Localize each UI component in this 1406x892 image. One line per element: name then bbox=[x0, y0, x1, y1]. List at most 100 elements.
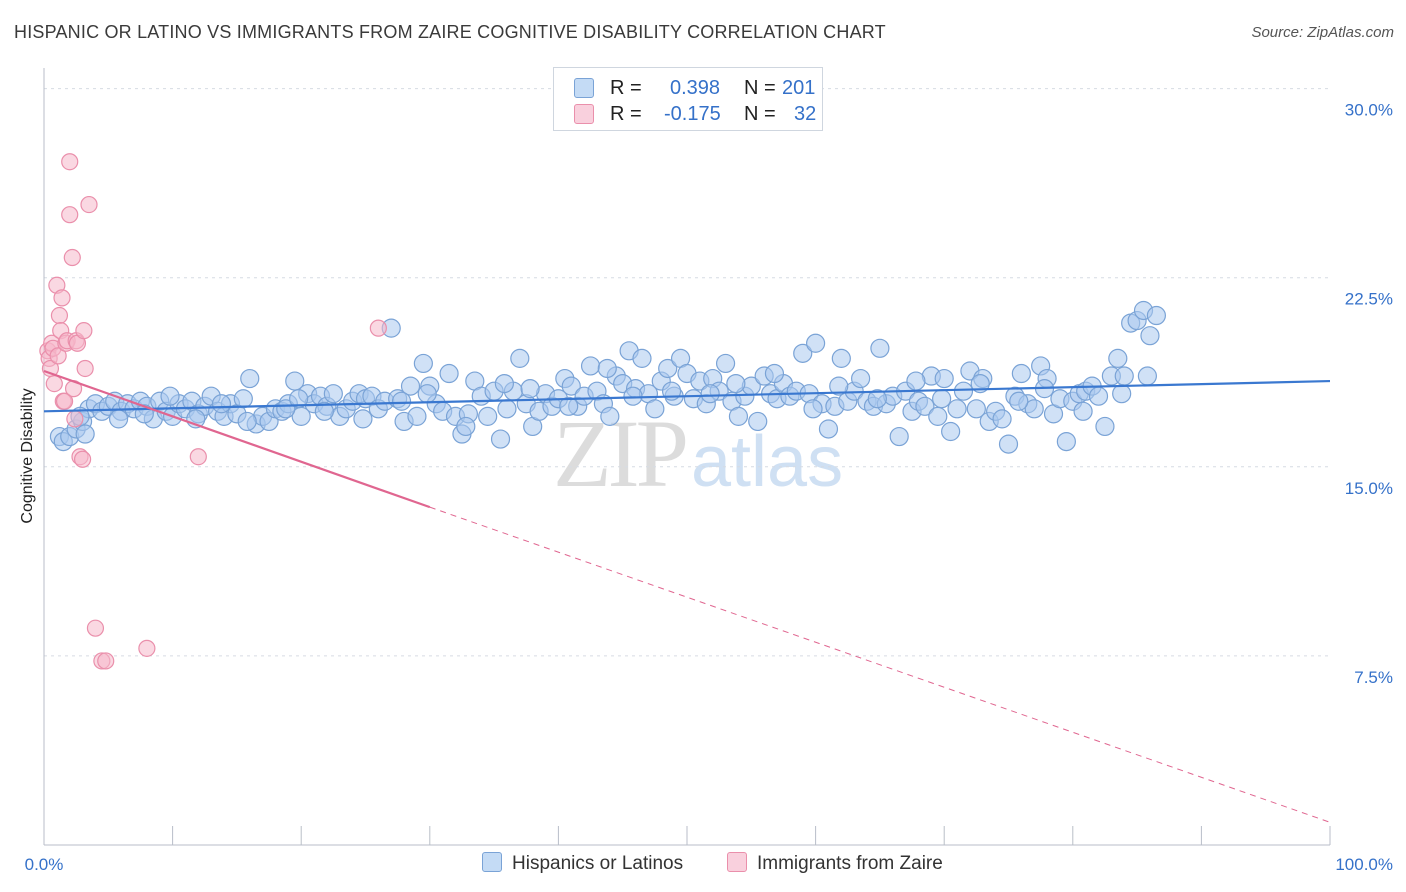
zaire-point bbox=[61, 153, 79, 171]
hispanic-point bbox=[632, 348, 652, 368]
hispanic-point bbox=[391, 391, 412, 411]
hispanic-point bbox=[998, 434, 1019, 454]
hispanic-point bbox=[941, 421, 961, 442]
hispanic-point bbox=[726, 374, 746, 394]
legend-r-value: 0.398 bbox=[670, 77, 721, 99]
hispanic-point bbox=[992, 409, 1012, 429]
hispanic-point bbox=[623, 386, 643, 406]
hispanic-point bbox=[323, 384, 343, 404]
hispanic-point bbox=[456, 416, 476, 437]
zaire-point bbox=[138, 639, 156, 657]
hispanic-point bbox=[966, 399, 986, 419]
x-tick-label: 100.0% bbox=[1335, 855, 1393, 874]
hispanic-point bbox=[600, 406, 620, 426]
zaire-point bbox=[61, 206, 79, 224]
hispanic-trend-line bbox=[43, 379, 1331, 413]
legend-swatch-zaire bbox=[574, 104, 594, 124]
hispanic-point bbox=[947, 399, 967, 419]
hispanic-point bbox=[1095, 416, 1115, 437]
zaire-point bbox=[45, 375, 63, 393]
legend-n-label: N = bbox=[744, 77, 776, 99]
hispanic-point bbox=[1024, 399, 1044, 419]
bottom-legend-label-zaire: Immigrants from Zaire bbox=[757, 853, 943, 874]
hispanic-point bbox=[818, 419, 839, 439]
zaire-point bbox=[189, 448, 207, 466]
hispanic-point bbox=[831, 348, 851, 368]
hispanic-point bbox=[715, 353, 736, 374]
bottom-legend-swatch-zaire bbox=[727, 852, 747, 872]
zaire-point bbox=[49, 347, 67, 365]
hispanic-point bbox=[400, 376, 421, 396]
hispanic-point bbox=[108, 409, 129, 429]
hispanic-point bbox=[889, 426, 909, 447]
hispanic-point bbox=[1137, 366, 1157, 386]
hispanic-point bbox=[748, 411, 768, 432]
hispanic-point bbox=[1073, 401, 1093, 421]
zaire-point bbox=[63, 248, 81, 267]
hispanic-point bbox=[934, 368, 954, 389]
legend-swatch-hispanic bbox=[574, 78, 594, 98]
watermark-zip: ZIP bbox=[553, 400, 689, 507]
y-tick-label: 7.5% bbox=[1354, 668, 1393, 687]
legend-r-value: -0.175 bbox=[664, 103, 721, 125]
hispanic-point bbox=[870, 338, 890, 358]
hispanic-point bbox=[658, 358, 678, 379]
bottom-legend-zaire: Immigrants from Zaire bbox=[727, 852, 943, 875]
bottom-legend-hispanic: Hispanics or Latinos bbox=[482, 852, 683, 875]
hispanic-point bbox=[805, 333, 826, 353]
hispanic-point bbox=[915, 396, 935, 416]
hispanic-point bbox=[1056, 431, 1076, 452]
x-tick-label: 0.0% bbox=[25, 855, 64, 874]
hispanic-point bbox=[1009, 391, 1029, 411]
hispanic-point bbox=[1146, 305, 1166, 326]
hispanic-point bbox=[490, 429, 511, 449]
hispanic-point bbox=[439, 363, 459, 384]
hispanic-point bbox=[240, 368, 260, 389]
hispanic-point bbox=[793, 343, 813, 363]
hispanic-point bbox=[559, 396, 579, 416]
hispanic-point bbox=[728, 406, 749, 426]
zaire-point bbox=[73, 450, 92, 468]
hispanic-point bbox=[494, 374, 514, 394]
hispanic-point bbox=[353, 409, 373, 429]
hispanic-point bbox=[1112, 384, 1132, 404]
hispanic-point bbox=[700, 384, 720, 404]
zaire-trend-line bbox=[43, 369, 431, 509]
hispanic-point bbox=[928, 406, 948, 426]
bottom-legend-label-hispanic: Hispanics or Latinos bbox=[512, 853, 684, 874]
hispanic-point bbox=[953, 381, 974, 401]
hispanic-point bbox=[829, 376, 849, 396]
zaire-point bbox=[66, 410, 84, 428]
hispanic-point bbox=[1140, 326, 1160, 346]
correlation-legend: R = 0.398 N = 201 R = -0.175 N = 32 bbox=[553, 67, 823, 131]
y-tick-label: 15.0% bbox=[1345, 479, 1393, 498]
legend-n-value: 201 bbox=[782, 77, 816, 99]
hispanic-point bbox=[645, 399, 665, 419]
hispanic-point bbox=[561, 376, 581, 396]
hispanic-point bbox=[314, 401, 334, 421]
source-credit: Source: ZipAtlas.com bbox=[1251, 24, 1394, 41]
hispanic-point bbox=[233, 389, 253, 409]
hispanic-point bbox=[413, 353, 433, 374]
hispanic-point bbox=[211, 394, 232, 414]
zaire-point bbox=[53, 289, 71, 307]
zaire-point bbox=[80, 195, 98, 214]
hispanic-point bbox=[417, 384, 437, 404]
hispanic-point bbox=[75, 424, 95, 444]
hispanic-point bbox=[597, 358, 617, 379]
hispanic-point bbox=[237, 411, 257, 432]
hispanic-point bbox=[803, 399, 823, 419]
zaire-point bbox=[97, 652, 115, 670]
zaire-point bbox=[369, 319, 387, 337]
hispanic-point bbox=[906, 371, 926, 391]
hispanic-point bbox=[276, 399, 296, 419]
watermark: ZIPatlas bbox=[553, 398, 843, 509]
y-axis-label: Cognitive Disability bbox=[19, 388, 36, 524]
hispanic-point bbox=[478, 406, 498, 426]
hispanic-point bbox=[764, 363, 785, 384]
y-tick-label: 22.5% bbox=[1345, 290, 1393, 309]
hispanic-point bbox=[932, 389, 952, 409]
hispanic-point bbox=[867, 389, 887, 409]
watermark-atlas: atlas bbox=[691, 422, 844, 502]
y-tick-label: 30.0% bbox=[1345, 101, 1393, 120]
